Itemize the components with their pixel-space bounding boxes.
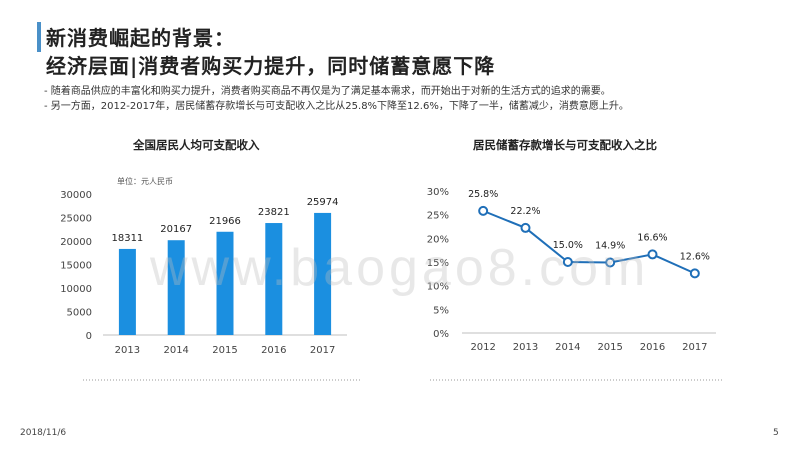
bar [314,212,332,335]
line-y-tick-label: 10% [427,282,449,293]
bar-data-label: 18311 [111,233,143,244]
footer-date: 2018/11/6 [20,428,67,438]
page-number: 5 [773,428,779,438]
bullet-text-1: - 随着商品供应的丰富化和购买力提升，消费者购买商品不再仅是为了满足基本需求，而… [44,86,611,97]
bar-x-tick-label: 2016 [261,345,286,356]
line-x-tick-label: 2017 [682,342,707,353]
line-x-tick-label: 2014 [555,342,580,353]
bar-x-tick-label: 2017 [310,345,335,356]
line-data-label: 12.6% [680,251,710,262]
line-y-tick-label: 20% [427,234,449,245]
line-point [689,268,700,279]
bar-y-tick-label: 0 [86,331,92,342]
line-point [478,205,489,216]
line-point [647,249,658,260]
bar-y-tick-label: 5000 [67,308,92,319]
bar-y-tick-label: 15000 [60,261,92,272]
page-title-line2: 经济层面|消费者购买力提升，同时储蓄意愿下降 [46,54,496,78]
line-y-tick-label: 5% [433,305,449,316]
bar [167,240,185,335]
bar-data-label: 21966 [209,216,241,227]
bullet-text-2: - 另一方面，2012-2017年，居民储蓄存款增长与可支配收入之比从25.8%… [44,101,629,112]
bar-data-label: 25974 [307,197,339,208]
bar-data-label: 23821 [258,207,290,218]
line-data-label: 16.6% [637,232,667,243]
bar-y-tick-label: 10000 [60,284,92,295]
line-point [605,257,616,268]
bar [216,231,234,335]
bar-data-label: 20167 [160,224,192,235]
line-y-tick-label: 30% [427,187,449,198]
watermark: www.baogao8.com [150,239,650,297]
bar [118,248,136,335]
line-x-tick-label: 2016 [640,342,665,353]
line-x-tick-label: 2015 [597,342,622,353]
line-series [482,209,696,275]
line-data-label: 22.2% [510,206,540,217]
bar-y-tick-label: 20000 [60,237,92,248]
line-data-label: 15.0% [553,240,583,251]
line-data-label: 25.8% [468,189,498,200]
bar-chart-title: 全国居民人均可支配收入 [133,138,260,152]
bar-y-tick-label: 25000 [60,214,92,225]
page-title-line1: 新消费崛起的背景： [46,26,235,50]
bar-x-tick-label: 2013 [115,345,140,356]
line-x-tick-label: 2013 [513,342,538,353]
bar-y-tick-label: 30000 [60,190,92,201]
line-point [520,222,531,233]
line-y-tick-label: 0% [433,329,449,340]
line-y-tick-label: 25% [427,211,449,222]
line-chart-title: 居民储蓄存款增长与可支配收入之比 [473,138,657,152]
bar [265,223,283,335]
bar-unit-note: 单位：元人民币 [117,176,173,186]
bar-x-tick-label: 2015 [212,345,237,356]
line-point [562,257,573,267]
line-x-tick-label: 2012 [470,342,495,353]
line-data-label: 14.9% [595,240,625,251]
bar-x-tick-label: 2014 [163,345,188,356]
line-y-tick-label: 15% [427,258,449,269]
title-accent-bar [37,22,41,52]
